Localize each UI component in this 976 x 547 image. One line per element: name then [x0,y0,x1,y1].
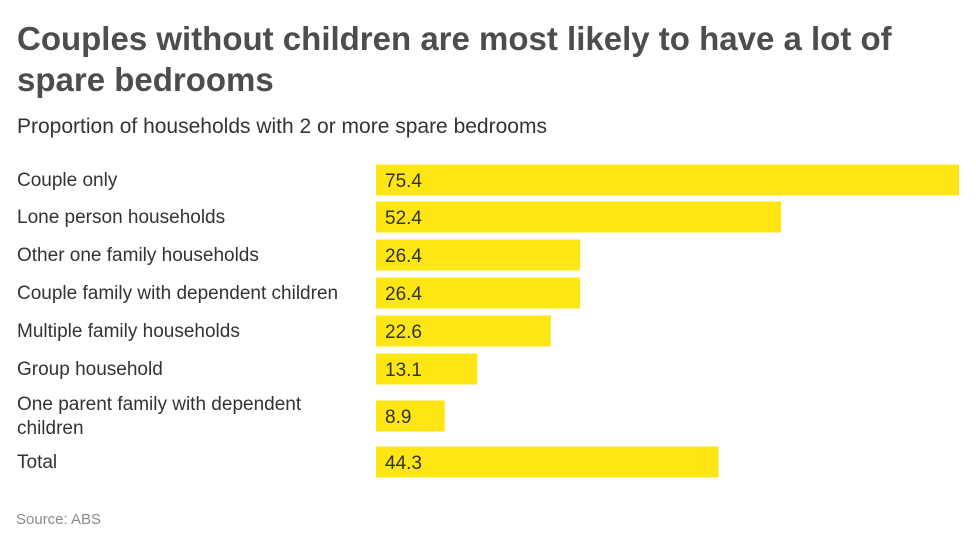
category-label: Lone person households [17,207,225,228]
category-labels: Couple only Lone person households Other o… [17,170,338,473]
bar [376,353,478,385]
bar-value-label: 13.1 [385,360,422,381]
category-label-line: Couple only [17,170,118,191]
bars [376,164,959,478]
category-label: One parent family with dependent children [17,394,302,439]
bar [376,201,782,233]
bar [376,400,445,432]
category-label: Total [17,452,57,473]
category-label: Other one family households [17,245,259,266]
category-label: Couple only [17,170,118,191]
bar-value-label: 44.3 [385,453,422,474]
category-label-line: children [17,418,84,439]
category-label-line: Lone person households [17,207,225,228]
category-label-line: Multiple family households [17,321,240,342]
category-label-line: Other one family households [17,245,259,266]
chart-title: Couples without children are most likely… [17,20,892,98]
category-label-line: Group household [17,359,163,380]
bar-value-label: 52.4 [385,208,422,229]
bar [376,239,581,271]
chart-subtitle: Proportion of households with 2 or more … [17,115,547,138]
bar-value-label: 26.4 [385,284,422,305]
bar [376,446,719,478]
category-label-line: Couple family with dependent children [17,283,338,304]
value-labels: 75.4 52.4 26.4 26.4 22.6 13.1 8.9 44.3 [385,171,422,474]
category-label: Multiple family households [17,321,240,342]
bar-value-label: 75.4 [385,171,422,192]
bar-value-label: 26.4 [385,246,422,267]
category-label-line: Total [17,452,57,473]
source-note: Source: ABS [16,511,102,528]
bar-value-label: 22.6 [385,322,422,343]
bar [376,164,959,196]
category-label: Group household [17,359,163,380]
category-label-line: One parent family with dependent [17,394,302,415]
category-label: Couple family with dependent children [17,283,338,304]
bar-value-label: 8.9 [385,407,411,428]
bar [376,315,551,347]
bar [376,277,581,309]
